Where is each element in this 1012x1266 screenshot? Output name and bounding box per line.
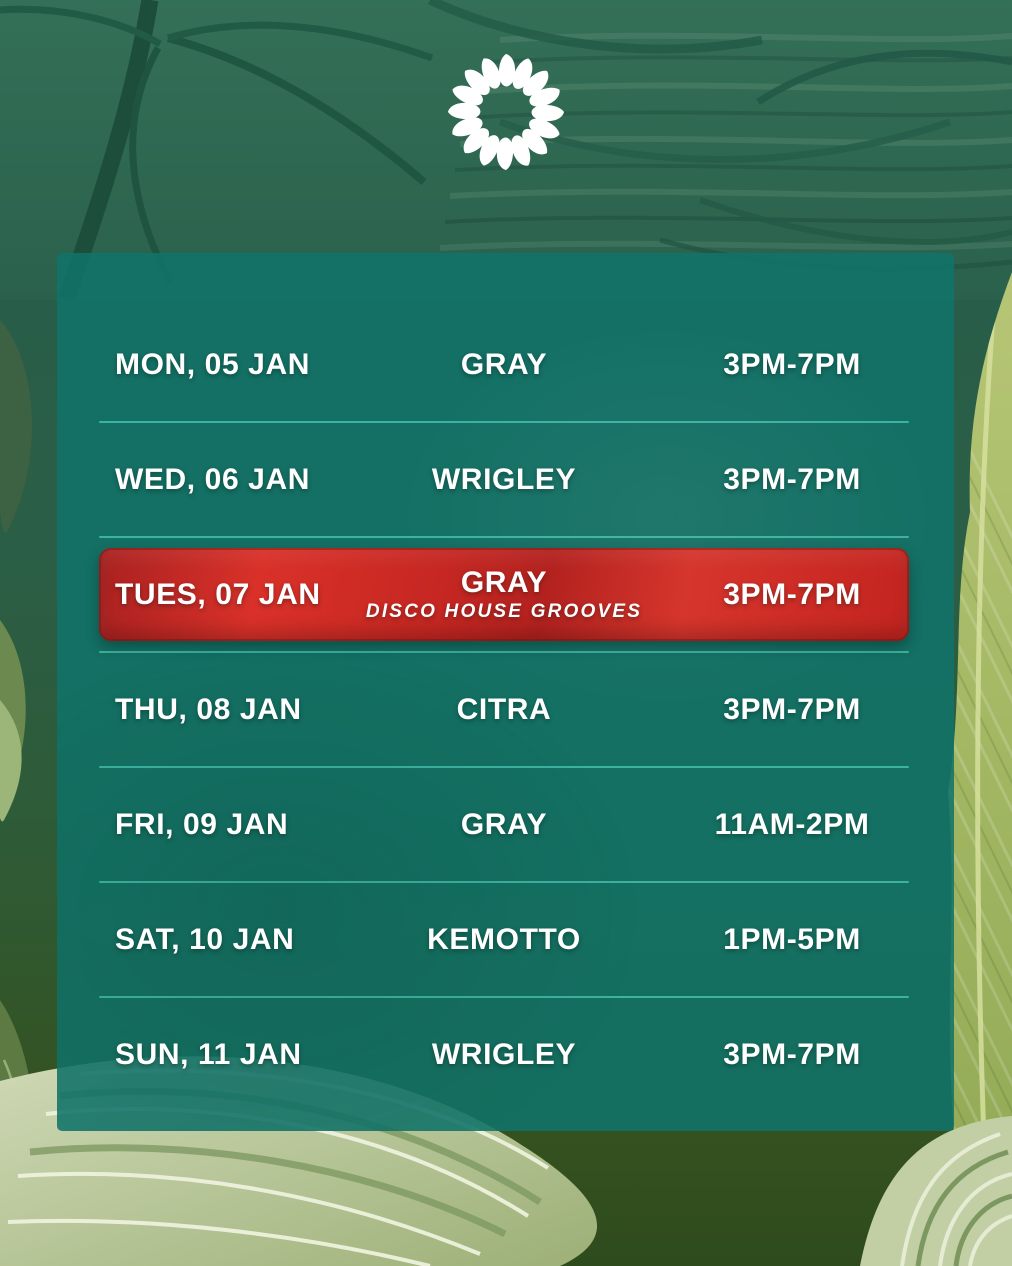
event-artist: GRAY — [460, 807, 548, 841]
event-date: FRI, 09 JAN — [115, 807, 289, 841]
event-time: 3PM-7PM — [723, 692, 861, 726]
schedule-row: FRI, 09 JAN GRAY 11AM-2PM — [99, 768, 909, 881]
event-artist: WRIGLEY — [431, 462, 577, 496]
event-time: 3PM-7PM — [723, 347, 861, 381]
schedule-row: THU, 08 JAN CITRA 3PM-7PM — [99, 653, 909, 766]
event-date: THU, 08 JAN — [115, 692, 302, 726]
event-time: 3PM-7PM — [723, 577, 861, 611]
row-divider — [99, 651, 909, 653]
event-artist: GRAY DISCO HOUSE GROOVES — [351, 567, 657, 622]
event-date: SAT, 10 JAN — [115, 922, 295, 956]
tropical-photo-background — [0, 0, 1012, 300]
event-artist-name: GRAY — [460, 565, 548, 599]
event-time: 1PM-5PM — [723, 922, 861, 956]
row-divider — [99, 421, 909, 423]
row-divider — [99, 536, 909, 538]
event-date: WED, 06 JAN — [115, 462, 310, 496]
row-divider — [99, 766, 909, 768]
monstera-leaf-bottom-right — [860, 1116, 1012, 1266]
event-artist: GRAY — [460, 347, 548, 381]
row-divider — [99, 996, 909, 998]
event-date: SUN, 11 JAN — [115, 1037, 302, 1071]
schedule-row: SAT, 10 JAN KEMOTTO 1PM-5PM — [99, 883, 909, 996]
event-date: MON, 05 JAN — [115, 347, 310, 381]
schedule-row: SUN, 11 JAN WRIGLEY 3PM-7PM — [99, 998, 909, 1111]
event-artist: WRIGLEY — [431, 1037, 577, 1071]
event-subtitle: DISCO HOUSE GROOVES — [365, 601, 643, 623]
event-time: 3PM-7PM — [723, 1037, 861, 1071]
schedule-row: MON, 05 JAN GRAY 3PM-7PM — [99, 308, 909, 421]
event-artist: KEMOTTO — [427, 922, 581, 956]
row-divider — [99, 881, 909, 883]
petal-mandala-logo-icon — [448, 54, 564, 170]
schedule-row: WED, 06 JAN WRIGLEY 3PM-7PM — [99, 423, 909, 536]
event-date: TUES, 07 JAN — [115, 577, 321, 611]
event-time: 11AM-2PM — [714, 807, 870, 841]
schedule-card: MON, 05 JAN GRAY 3PM-7PM WED, 06 JAN WRI… — [57, 253, 954, 1131]
event-artist: CITRA — [456, 692, 552, 726]
schedule-row-highlighted: TUES, 07 JAN GRAY DISCO HOUSE GROOVES 3P… — [99, 538, 909, 651]
highlight-banner: TUES, 07 JAN GRAY DISCO HOUSE GROOVES 3P… — [99, 548, 909, 641]
event-time: 3PM-7PM — [723, 462, 861, 496]
